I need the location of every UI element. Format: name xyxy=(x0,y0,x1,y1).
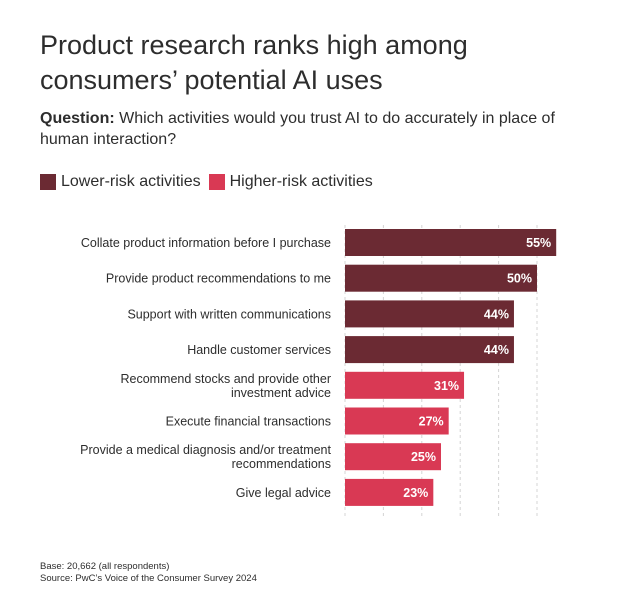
legend-label-higher-risk: Higher-risk activities xyxy=(229,173,373,190)
question-text: Which activities would you trust AI to d… xyxy=(40,110,555,148)
category-label-line: Handle customer services xyxy=(187,343,331,357)
category-label: Provide product recommendations to me xyxy=(106,272,331,286)
legend-item-higher-risk: Higher-risk activities xyxy=(208,173,373,191)
legend-item-lower-risk: Lower-risk activities xyxy=(40,173,201,191)
bar xyxy=(345,407,449,435)
bar xyxy=(345,336,514,364)
bar-value-label: 27% xyxy=(419,415,444,429)
category-label: Handle customer services xyxy=(187,343,331,357)
bar-value-label: 44% xyxy=(484,307,509,321)
footnote-source: Source: PwC’s Voice of the Consumer Surv… xyxy=(40,573,257,584)
bar xyxy=(345,478,434,506)
chart-question: Question: Which activities would you tru… xyxy=(40,108,600,150)
bar xyxy=(345,229,557,256)
legend-swatch-lower-risk xyxy=(40,174,56,190)
bar-chart: 55% Collate product information before I … xyxy=(80,225,557,517)
chart-title: Product research ranks high among consum… xyxy=(40,30,468,95)
category-label-line: Provide a medical diagnosis and/or treat… xyxy=(80,443,331,457)
legend-swatch-higher-risk xyxy=(208,174,225,190)
footnotes: Base: 20,662 (all respondents) Source: P… xyxy=(40,561,257,585)
category-label-line: Recommend stocks and provide other xyxy=(120,372,331,386)
category-label: Recommend stocks and provide other invest… xyxy=(120,372,331,400)
category-label: Support with written communications xyxy=(127,307,331,321)
bar-value-label: 25% xyxy=(411,450,436,464)
bar xyxy=(345,371,465,399)
footnote-base: Base: 20,662 (all respondents) xyxy=(40,561,170,572)
bar-value-label: 55% xyxy=(526,236,551,250)
bar xyxy=(345,300,514,328)
bar xyxy=(345,264,537,292)
bar-value-label: 31% xyxy=(434,379,459,393)
question-label: Question: xyxy=(40,110,115,127)
category-label: Provide a medical diagnosis and/or treat… xyxy=(80,443,331,471)
chart-legend: Lower-risk activities Higher-risk activi… xyxy=(40,172,381,192)
category-label: Execute financial transactions xyxy=(166,415,331,429)
category-label-line: Collate product information before I pur… xyxy=(81,236,331,250)
bar-value-label: 44% xyxy=(484,343,509,357)
category-label-line: Execute financial transactions xyxy=(166,415,331,429)
bar-value-label: 50% xyxy=(507,272,532,286)
category-label-line: Support with written communications xyxy=(127,307,331,321)
category-label-line: investment advice xyxy=(231,386,331,400)
legend-label-lower-risk: Lower-risk activities xyxy=(61,173,201,190)
category-label: Collate product information before I pur… xyxy=(81,236,331,250)
category-label-line: Provide product recommendations to me xyxy=(106,272,331,286)
category-label-line: Give legal advice xyxy=(236,486,331,500)
bar xyxy=(345,443,441,471)
category-label: Give legal advice xyxy=(236,486,331,500)
bar-value-label: 23% xyxy=(403,486,428,500)
category-label-line: recommendations xyxy=(232,457,331,471)
